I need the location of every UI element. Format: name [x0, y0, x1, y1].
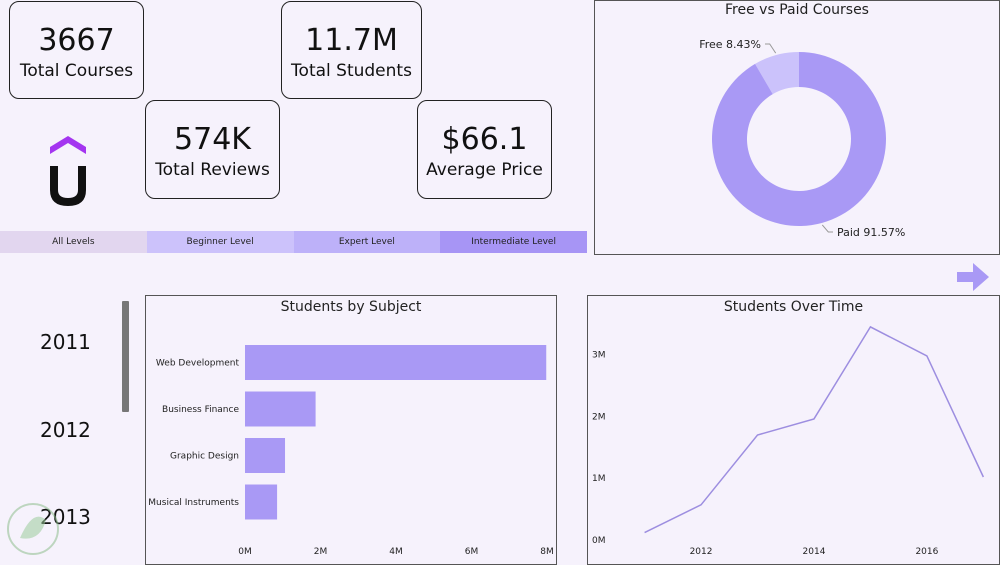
- students-over-time-panel: Students Over Time 0M 1M 2M 3M 2012 2014 2016: [587, 295, 1000, 565]
- bar[interactable]: [245, 391, 316, 427]
- year-item[interactable]: 2012: [40, 418, 91, 442]
- x-tick-label: 2016: [915, 547, 938, 557]
- kpi-total-courses: 3667 Total Courses: [9, 1, 144, 99]
- category-label: Graphic Design: [170, 452, 239, 462]
- slicer-expert-level[interactable]: Expert Level: [293, 231, 441, 253]
- category-label: Business Finance: [162, 405, 239, 415]
- category-label: Musical Instruments: [148, 498, 239, 508]
- line-chart: 0M 1M 2M 3M 2012 2014 2016: [592, 325, 985, 557]
- students-by-subject-panel: Students by Subject Web Development Busin…: [145, 295, 557, 565]
- kpi-total-reviews: 574K Total Reviews: [145, 100, 280, 199]
- y-tick-label: 2M: [592, 412, 606, 422]
- x-tick-label: 2012: [690, 547, 713, 557]
- y-tick-label: 3M: [592, 351, 606, 361]
- y-tick-label: 1M: [592, 474, 606, 484]
- y-tick-label: 0M: [592, 536, 606, 546]
- kpi-value: 11.7M: [305, 23, 398, 58]
- free-vs-paid-panel: Free vs Paid Courses Free 8.43% Paid 91.5…: [594, 0, 1000, 255]
- kpi-label: Total Courses: [19, 61, 134, 81]
- category-label: Web Development: [156, 359, 240, 369]
- kpi-value: $66.1: [441, 122, 528, 157]
- udemy-logo-icon: [50, 136, 86, 206]
- x-tick-label: 2014: [803, 547, 826, 557]
- chart-title: Students by Subject: [280, 299, 422, 315]
- bar[interactable]: [245, 484, 278, 520]
- bar[interactable]: [245, 345, 547, 380]
- x-tick-label: 0M: [238, 547, 252, 557]
- x-tick-label: 4M: [389, 547, 403, 557]
- arrow-right-icon[interactable]: [955, 259, 991, 295]
- donut-leader-line: [765, 43, 777, 54]
- slicer-all-levels[interactable]: All Levels: [0, 231, 147, 253]
- donut-chart: Free 8.43% Paid 91.57%: [699, 38, 905, 239]
- x-tick-label: 8M: [540, 547, 554, 557]
- slicer-beginner-level[interactable]: Beginner Level: [146, 231, 294, 253]
- x-tick-label: 6M: [465, 547, 479, 557]
- bar[interactable]: [245, 438, 286, 473]
- slicer-intermediate-level[interactable]: Intermediate Level: [440, 231, 587, 253]
- year-list-scrollbar[interactable]: [122, 301, 129, 412]
- chart-title: Free vs Paid Courses: [725, 2, 869, 18]
- year-item[interactable]: 2011: [40, 330, 91, 354]
- donut-slice-paid[interactable]: [712, 52, 886, 227]
- kpi-value: 3667: [38, 23, 115, 58]
- donut-slice-free[interactable]: [755, 52, 799, 95]
- x-tick-label: 2M: [314, 547, 328, 557]
- donut-data-label: Paid 91.57%: [837, 226, 905, 239]
- watermark-logo-icon: [7, 503, 59, 555]
- kpi-total-students: 11.7M Total Students: [281, 1, 422, 99]
- donut-data-label: Free 8.43%: [699, 38, 761, 51]
- series-line[interactable]: [644, 325, 985, 534]
- donut-leader-line: [821, 224, 833, 233]
- kpi-value: 574K: [174, 122, 251, 157]
- kpi-label: Average Price: [426, 160, 543, 180]
- bar-chart: Web Development Business Finance Graphic D…: [148, 345, 554, 557]
- level-slicer: All Levels Beginner Level Expert Level I…: [0, 231, 587, 253]
- kpi-average-price: $66.1 Average Price: [417, 100, 552, 199]
- chart-title: Students Over Time: [723, 299, 864, 315]
- kpi-label: Total Reviews: [155, 160, 270, 180]
- kpi-label: Total Students: [291, 61, 412, 81]
